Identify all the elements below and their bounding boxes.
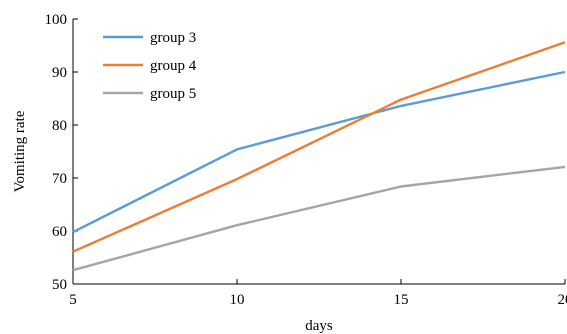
series-line-group-3 [72, 70, 566, 234]
series-group [72, 41, 566, 272]
y-tick-label: 70 [52, 171, 67, 187]
y-tick-label: 100 [45, 12, 68, 28]
y-axis-label: Vomiting rate [12, 110, 28, 192]
y-tick-label: 90 [52, 65, 67, 81]
x-tick-label: 15 [394, 292, 409, 308]
legend-label: group 4 [150, 58, 197, 74]
series-line-group-4 [72, 41, 566, 253]
x-tick-label: 10 [230, 292, 245, 308]
legend-label: group 5 [150, 86, 196, 102]
legend: group 3 group 4 group 5 [103, 30, 197, 102]
axes [72, 19, 565, 285]
y-tick-label: 60 [52, 224, 67, 240]
x-ticks: 5 10 15 20 [69, 279, 567, 308]
x-tick-label: 20 [558, 292, 567, 308]
series-line-group-5 [72, 165, 566, 272]
y-tick-label: 80 [52, 118, 67, 134]
y-ticks: 50 60 70 80 90 100 [45, 12, 78, 293]
y-tick-label: 50 [52, 277, 67, 293]
x-tick-label: 5 [69, 292, 77, 308]
x-axis-label: days [305, 318, 333, 334]
legend-label: group 3 [150, 30, 196, 46]
